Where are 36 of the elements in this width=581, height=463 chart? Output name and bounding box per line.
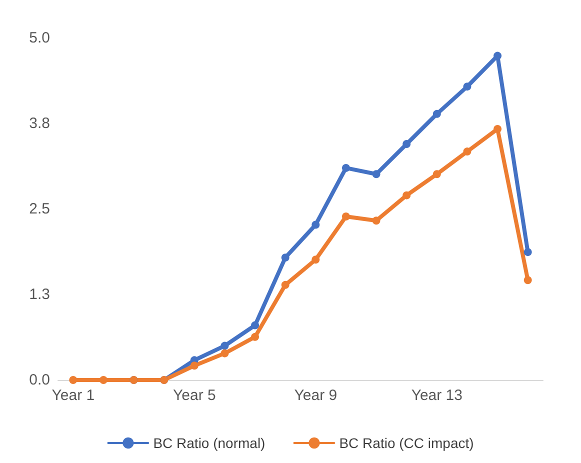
x-tick-label: Year 1: [52, 387, 95, 404]
point: [463, 148, 472, 156]
x-tick-label: Year 9: [294, 387, 338, 404]
point: [69, 376, 78, 384]
x-tick-label: Year 13: [411, 387, 462, 404]
point: [524, 248, 532, 256]
x-tick-label: Year 5: [172, 387, 216, 404]
point: [251, 332, 260, 341]
point: [312, 220, 320, 229]
point: [463, 82, 472, 91]
point: [251, 321, 260, 330]
point: [220, 349, 229, 358]
point: [312, 256, 320, 264]
point: [402, 191, 411, 200]
y-tick-label: 1.3: [29, 286, 50, 303]
point: [494, 52, 502, 60]
point: [342, 164, 350, 172]
point: [432, 170, 441, 178]
y-tick-label: 5.0: [29, 30, 50, 46]
point: [99, 376, 108, 384]
legend-label: BC Ratio (normal): [153, 435, 266, 451]
point: [372, 216, 380, 225]
legend-label: BC Ratio (CC impact): [339, 435, 474, 451]
point: [432, 110, 441, 118]
point: [402, 140, 411, 148]
point: [281, 254, 290, 262]
y-tick-label: 2.5: [29, 200, 50, 218]
point: [220, 342, 229, 350]
point: [342, 212, 350, 221]
point: [524, 276, 532, 284]
point: [281, 280, 290, 289]
point: [190, 362, 198, 370]
point: [494, 124, 502, 133]
point: [372, 170, 380, 178]
y-tick-label: 0.0: [29, 372, 50, 388]
y-tick-label: 3.8: [29, 115, 50, 132]
